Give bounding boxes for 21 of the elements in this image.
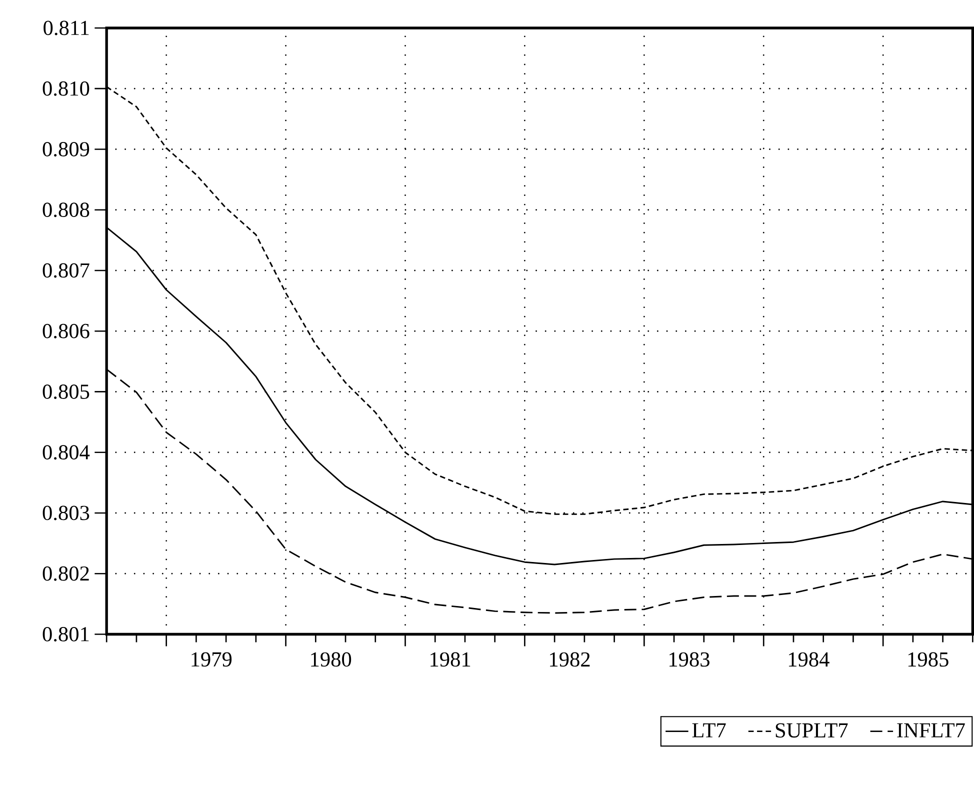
legend-label: SUPLT7 <box>776 723 848 738</box>
y-tick-label: 0.808 <box>42 202 90 217</box>
x-tick-label: 1985 <box>908 652 948 666</box>
y-tick-label: 0.807 <box>42 263 90 278</box>
x-tick-label: 1980 <box>311 652 352 666</box>
legend-label: LT7 <box>692 723 726 738</box>
x-tick-label: 1982 <box>550 652 590 666</box>
y-tick-label: 0.801 <box>42 626 89 642</box>
x-tick-label: 1983 <box>670 652 710 666</box>
y-tick-label: 0.809 <box>42 142 90 156</box>
y-tick-label: 0.804 <box>42 444 90 460</box>
x-tick-label: 1981 <box>430 652 470 666</box>
y-tick-label: 0.803 <box>42 506 90 520</box>
y-tick-label: 0.810 <box>42 81 90 96</box>
y-tick-label: 0.805 <box>42 384 90 399</box>
y-tick-label: 0.811 <box>44 20 89 35</box>
y-tick-label: 0.802 <box>42 566 89 581</box>
legend-label: INFLT7 <box>897 723 965 738</box>
x-tick-label: 1984 <box>788 652 830 666</box>
y-tick-label: 0.806 <box>42 324 90 338</box>
x-tick-label: 1979 <box>192 652 232 666</box>
